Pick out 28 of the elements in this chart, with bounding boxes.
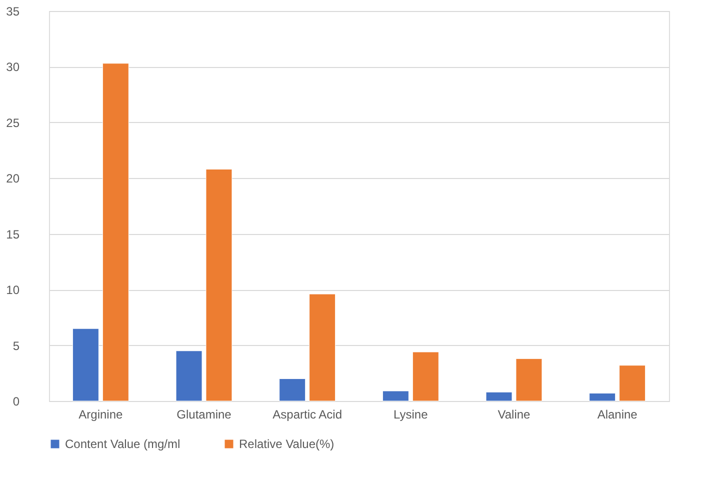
x-tick-label: Valine — [498, 408, 531, 422]
bar — [516, 358, 542, 402]
bar — [72, 328, 99, 402]
bar — [176, 350, 202, 402]
y-tick-label: 5 — [12, 338, 20, 353]
x-tick-label: Glutamine — [176, 408, 232, 422]
y-tick-label: 30 — [6, 60, 20, 74]
bar — [619, 365, 646, 402]
y-tick-label: 0 — [12, 394, 20, 408]
x-tick-label: Alanine — [597, 408, 638, 422]
bar — [382, 390, 409, 402]
bar — [206, 168, 232, 402]
x-tick-label: Arginine — [78, 408, 124, 422]
y-tick-label: 15 — [6, 227, 20, 242]
bar — [102, 63, 129, 402]
x-tick-label: Lysine — [394, 408, 428, 422]
y-tick-label: 25 — [6, 116, 20, 130]
bar — [279, 378, 306, 402]
y-tick-label: 10 — [6, 283, 20, 298]
legend-label: Content Value (mg/ml — [65, 437, 180, 451]
x-tick-label: Aspartic Acid — [272, 408, 342, 422]
bar — [589, 392, 616, 402]
legend-label: Relative Value(%) — [239, 437, 334, 451]
bar — [412, 352, 439, 402]
bar — [486, 392, 512, 402]
y-tick-label: 35 — [6, 4, 20, 18]
y-tick-label: 20 — [6, 172, 20, 186]
bar — [309, 294, 336, 402]
